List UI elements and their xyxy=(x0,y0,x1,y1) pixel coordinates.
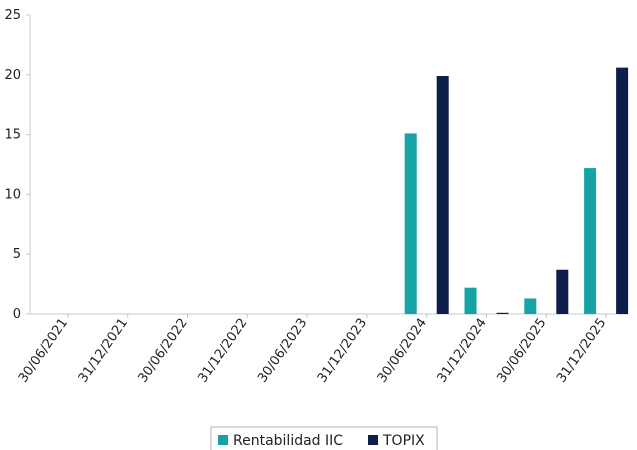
legend: Rentabilidad IIC TOPIX xyxy=(210,426,438,450)
bar-topix xyxy=(436,75,449,314)
bar-rentabilidad-iic xyxy=(584,168,597,314)
bar-rentabilidad-iic xyxy=(404,133,417,314)
x-tick-label: 30/06/2022 xyxy=(136,316,191,386)
y-tick-label: 20 xyxy=(4,68,21,83)
x-tick-label: 31/12/2022 xyxy=(195,316,250,386)
bar-topix xyxy=(496,312,509,314)
x-axis: 30/06/2021 31/12/2021 30/06/2022 31/12/2022… xyxy=(16,313,628,386)
bars xyxy=(404,67,629,315)
x-tick-label: 30/06/2025 xyxy=(494,316,549,386)
bar-rentabilidad-iic xyxy=(464,287,477,314)
y-axis: 0 5 10 15 20 25 xyxy=(4,8,31,322)
y-tick-label: 0 xyxy=(13,307,21,322)
x-tick-label: 31/12/2025 xyxy=(554,316,609,386)
legend-label: TOPIX xyxy=(382,433,425,449)
y-tick-label: 5 xyxy=(13,247,21,262)
legend-swatch xyxy=(368,435,378,445)
x-tick-label: 31/12/2024 xyxy=(435,316,490,386)
legend-box xyxy=(210,426,438,450)
y-tick-label: 25 xyxy=(4,8,21,23)
bar-topix xyxy=(556,269,569,314)
y-tick-label: 10 xyxy=(4,187,21,202)
x-tick-label: 30/06/2021 xyxy=(16,316,71,386)
y-tick-label: 15 xyxy=(4,128,21,143)
x-tick-label: 31/12/2023 xyxy=(315,316,370,386)
x-tick-label: 31/12/2021 xyxy=(76,316,131,386)
bar-rentabilidad-iic xyxy=(524,298,537,314)
legend-swatch xyxy=(218,435,228,445)
x-tick-label: 30/06/2024 xyxy=(375,316,430,386)
x-tick-label: 30/06/2023 xyxy=(255,316,310,386)
bar-topix xyxy=(616,67,629,315)
legend-label: Rentabilidad IIC xyxy=(233,433,343,449)
